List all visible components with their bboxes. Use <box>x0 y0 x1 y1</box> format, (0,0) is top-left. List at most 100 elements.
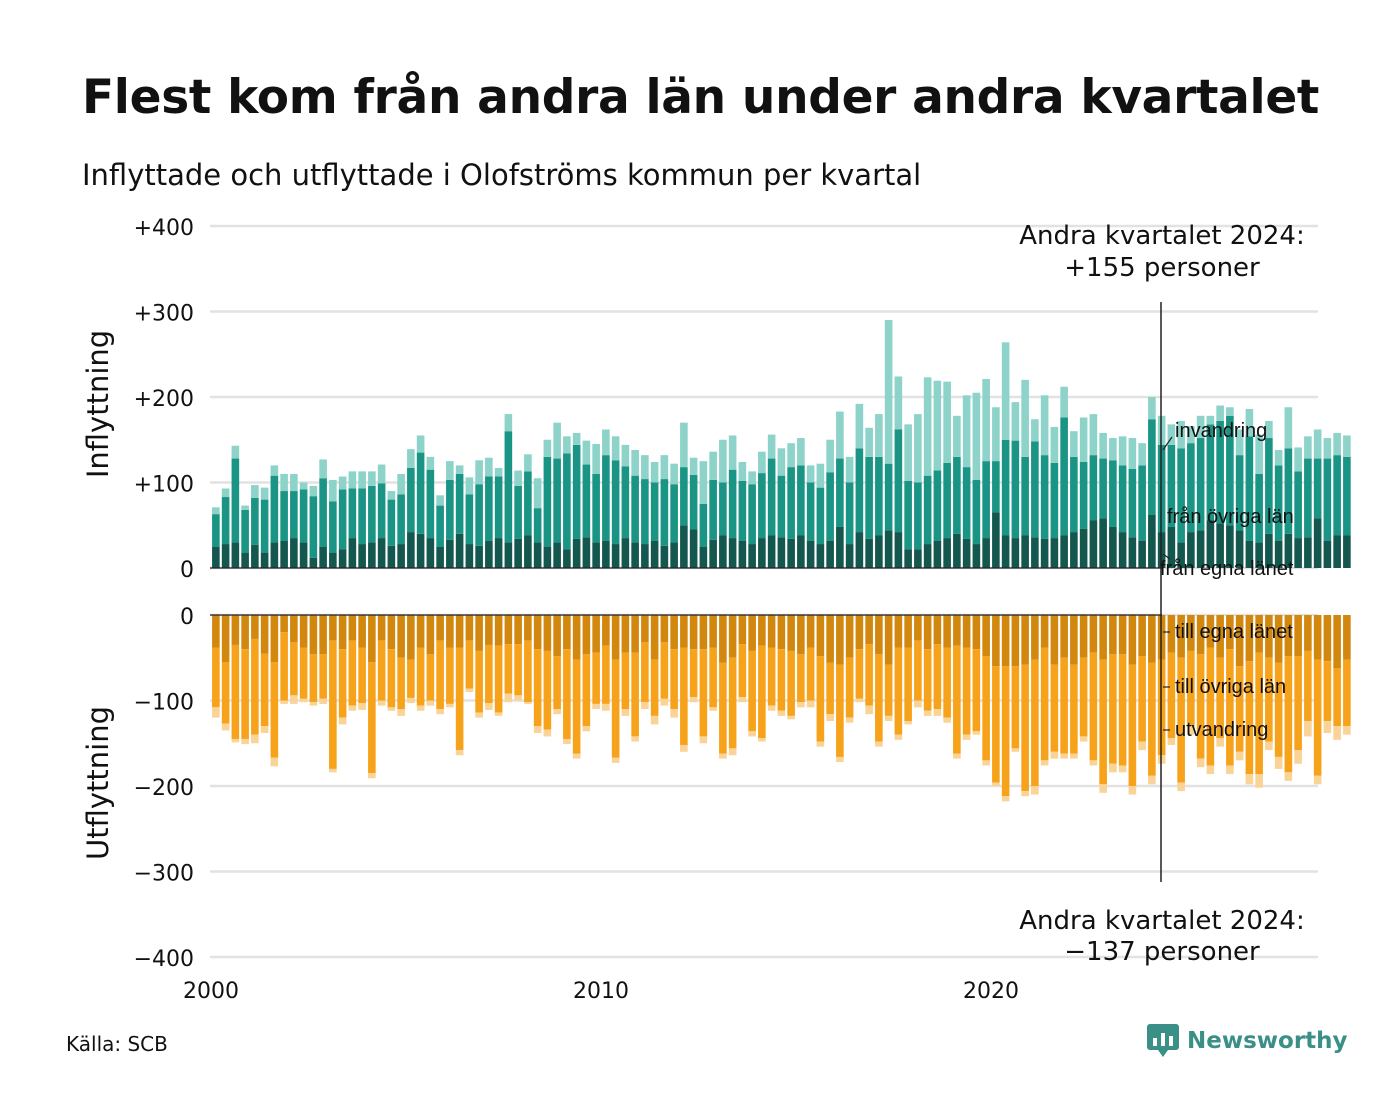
bar-in-0 <box>1333 535 1341 568</box>
bar-in-1 <box>1255 473 1263 543</box>
bar-in-2 <box>1323 438 1332 459</box>
bar-ut-2 <box>1323 721 1332 733</box>
bar-ut-2 <box>699 736 708 744</box>
bar-ut-2 <box>1079 736 1088 742</box>
bar-ut-1 <box>465 640 474 689</box>
bar-ut-1 <box>806 647 815 701</box>
bar-ut-1 <box>299 647 308 699</box>
bar-in-2 <box>1109 438 1117 461</box>
bar-ut-0 <box>1343 615 1351 660</box>
bar-in-2 <box>1021 379 1029 457</box>
bar-ut-2 <box>1284 772 1293 781</box>
newsworthy-icon <box>1147 1024 1179 1057</box>
bar-ut-2 <box>641 702 649 710</box>
bar-ut-2 <box>816 741 825 747</box>
bar-ut-1 <box>1304 650 1312 722</box>
bar-in-2 <box>533 478 542 509</box>
bar-in-2 <box>670 463 678 485</box>
bar-in-2 <box>416 435 425 453</box>
bar-in-1 <box>836 458 844 527</box>
bar-in-1 <box>1323 458 1332 541</box>
bar-in-0 <box>904 549 912 568</box>
bar-in-0 <box>992 512 1000 568</box>
bar-ut-2 <box>1206 765 1215 775</box>
bar-ut-1 <box>1011 666 1020 749</box>
bar-ut-0 <box>845 615 854 658</box>
bar-in-1 <box>280 491 288 541</box>
bar-in-2 <box>923 377 932 476</box>
bar-ut-0 <box>299 615 308 648</box>
1-tick-label: 0 <box>180 605 194 630</box>
bar-ut-1 <box>592 652 600 704</box>
bar-in-0 <box>1294 538 1302 569</box>
bar-in-2 <box>280 473 288 492</box>
bar-ut-0 <box>631 615 639 653</box>
bar-ut-0 <box>748 615 756 651</box>
bar-in-1 <box>446 479 454 540</box>
bar-ut-0 <box>855 615 864 650</box>
bar-in-0 <box>1001 535 1010 568</box>
bar-ut-0 <box>446 615 454 648</box>
bar-in-2 <box>953 415 961 457</box>
bar-ut-0 <box>1323 615 1332 662</box>
bar-in-2 <box>592 444 600 474</box>
bar-ut-0 <box>514 615 522 645</box>
bar-ut-2 <box>1001 796 1010 802</box>
bar-in-0 <box>543 546 552 569</box>
bar-ut-2 <box>777 710 786 716</box>
bar-in-2 <box>290 473 298 492</box>
series-labels: Andra kvartalet 2024:+155 personerAndra … <box>1019 221 1304 967</box>
bar-in-1 <box>358 488 366 545</box>
bar-in-0 <box>455 533 464 568</box>
bar-in-0 <box>1021 535 1029 568</box>
bar-in-1 <box>1138 465 1146 541</box>
bar-ut-2 <box>1070 753 1078 759</box>
bar-ut-2 <box>338 717 347 725</box>
bar-in-0 <box>1304 537 1312 568</box>
bar-in-2 <box>514 470 522 486</box>
bar-in-2 <box>212 507 220 515</box>
bar-ut-0 <box>806 615 815 648</box>
bar-ut-0 <box>377 615 386 641</box>
bar-ut-0 <box>1196 615 1205 655</box>
bar-ut-0 <box>660 615 669 643</box>
bar-ut-0 <box>231 615 240 645</box>
bar-ut-1 <box>719 662 727 754</box>
bar-ut-0 <box>1040 615 1049 648</box>
bar-in-0 <box>514 538 522 568</box>
bar-ut-1 <box>845 657 854 718</box>
bar-in-0 <box>1255 542 1263 568</box>
bar-ut-0 <box>797 615 805 655</box>
bar-in-2 <box>1040 395 1049 456</box>
bar-in-0 <box>699 546 708 569</box>
bar-ut-0 <box>728 615 737 658</box>
x-tick-label: 2010 <box>573 979 629 1004</box>
bar-ut-1 <box>933 644 942 710</box>
bar-in-0 <box>280 540 288 568</box>
bar-ut-2 <box>1313 775 1322 785</box>
bar-in-1 <box>1148 419 1156 515</box>
bar-ut-1 <box>641 642 649 703</box>
bar-in-1 <box>475 484 483 546</box>
bar-in-0 <box>358 544 366 568</box>
bar-in-2 <box>787 443 795 468</box>
bar-ut-2 <box>212 707 220 718</box>
bar-in-2 <box>1089 414 1098 456</box>
bar-in-2 <box>231 445 240 459</box>
bar-in-0 <box>943 538 951 569</box>
bar-ut-0 <box>904 615 912 648</box>
bar-in-2 <box>329 479 337 502</box>
bar-ut-2 <box>660 698 669 706</box>
bar-in-1 <box>1235 455 1244 531</box>
bar-ut-2 <box>1226 765 1234 775</box>
bar-ut-1 <box>962 647 971 735</box>
bar-in-0 <box>1206 520 1215 568</box>
bar-ut-0 <box>602 615 610 646</box>
bar-in-0 <box>260 552 269 568</box>
bar-in-1 <box>524 471 532 536</box>
bar-in-1 <box>387 499 396 546</box>
bar-in-1 <box>855 448 864 533</box>
bar-in-2 <box>504 414 513 432</box>
bar-in-1 <box>592 473 600 543</box>
bar-in-1 <box>728 469 737 539</box>
